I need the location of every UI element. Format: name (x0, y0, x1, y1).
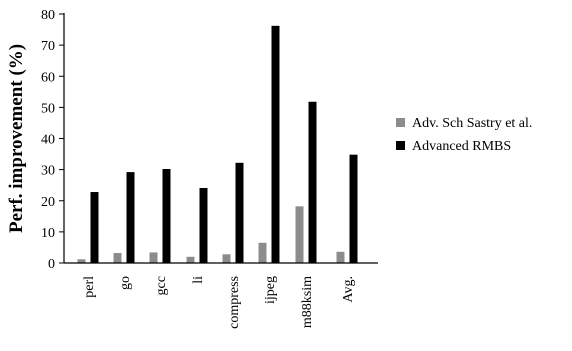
bar-rmbs-avg (349, 154, 358, 263)
y-tick-label: 60 (41, 70, 55, 85)
bar-sastry-perl (77, 259, 86, 263)
legend-label: Adv. Sch Sastry et al. (412, 116, 532, 131)
x-category-label: gcc (154, 276, 169, 295)
bar-rmbs-m88ksim (308, 101, 317, 264)
x-category-labels: perl go gcc li compress ijpeg m88ksim Avg. (82, 276, 356, 329)
bar-sastry-avg (336, 251, 345, 263)
bar-rmbs-perl (90, 192, 99, 263)
bar-rmbs-li (199, 187, 208, 263)
bar-rmbs-go (126, 172, 135, 263)
legend: Adv. Sch Sastry et al. Advanced RMBS (396, 116, 532, 154)
x-category-label: Avg. (341, 276, 356, 303)
x-category-label: perl (82, 276, 97, 298)
x-category-label: li (191, 276, 206, 284)
bar-rmbs-ijpeg (271, 25, 280, 263)
y-tick-label: 0 (48, 257, 55, 272)
legend-swatch (396, 118, 405, 127)
y-axis-label: Perf. improvement (%) (6, 44, 27, 233)
y-tick-label: 50 (41, 101, 55, 116)
y-tick-label: 80 (41, 8, 55, 23)
x-category-label: ijpeg (263, 276, 278, 304)
legend-label: Advanced RMBS (412, 139, 511, 154)
bar-sastry-go (113, 253, 122, 263)
x-category-label: compress (227, 276, 242, 329)
bar-sastry-compress (222, 254, 231, 263)
bar-sastry-m88ksim (295, 206, 304, 263)
bar-rmbs-compress (235, 162, 244, 263)
x-category-label: go (118, 276, 133, 290)
bar-sastry-ijpeg (258, 242, 267, 263)
bar-rmbs-gcc (162, 169, 171, 263)
y-tick-label: 70 (41, 39, 55, 54)
y-ticks: 0 10 20 30 40 50 60 70 80 (41, 8, 64, 272)
y-tick-label: 20 (41, 195, 55, 210)
y-tick-label: 10 (41, 226, 55, 241)
bars-layer (77, 25, 358, 264)
bar-sastry-li (186, 256, 195, 263)
bar-sastry-gcc (149, 252, 158, 263)
legend-swatch (396, 141, 405, 150)
axes-layer (63, 13, 378, 264)
y-tick-label: 30 (41, 164, 55, 179)
y-tick-label: 40 (41, 133, 55, 148)
x-category-label: m88ksim (300, 276, 315, 328)
